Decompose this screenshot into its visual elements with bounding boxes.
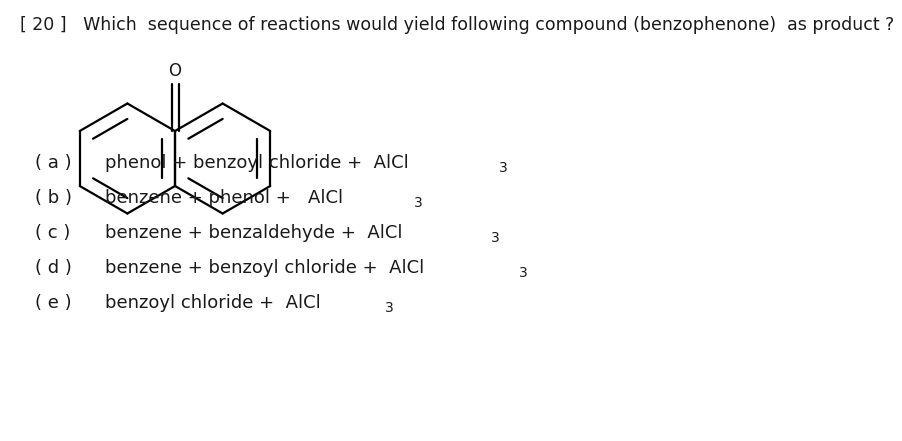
Text: ( c ): ( c ) [35,224,70,242]
Text: 3: 3 [385,301,394,315]
Text: benzene + phenol +   AlCl: benzene + phenol + AlCl [105,189,343,207]
Text: 3: 3 [499,161,508,175]
Text: benzene + benzoyl chloride +  AlCl: benzene + benzoyl chloride + AlCl [105,259,424,277]
Text: ( d ): ( d ) [35,259,72,277]
Text: 3: 3 [491,231,500,245]
Text: phenol + benzoyl chloride +  AlCl: phenol + benzoyl chloride + AlCl [105,154,409,172]
Text: benzoyl chloride +  AlCl: benzoyl chloride + AlCl [105,294,321,312]
Text: benzene + benzaldehyde +  AlCl: benzene + benzaldehyde + AlCl [105,224,402,242]
Text: ( e ): ( e ) [35,294,71,312]
Text: ( a ): ( a ) [35,154,71,172]
Text: ( b ): ( b ) [35,189,72,207]
Text: O: O [169,62,181,80]
Text: [ 20 ]   Which  sequence of reactions would yield following compound (benzopheno: [ 20 ] Which sequence of reactions would… [20,16,894,34]
Text: 3: 3 [414,196,423,210]
Text: 3: 3 [519,266,528,280]
